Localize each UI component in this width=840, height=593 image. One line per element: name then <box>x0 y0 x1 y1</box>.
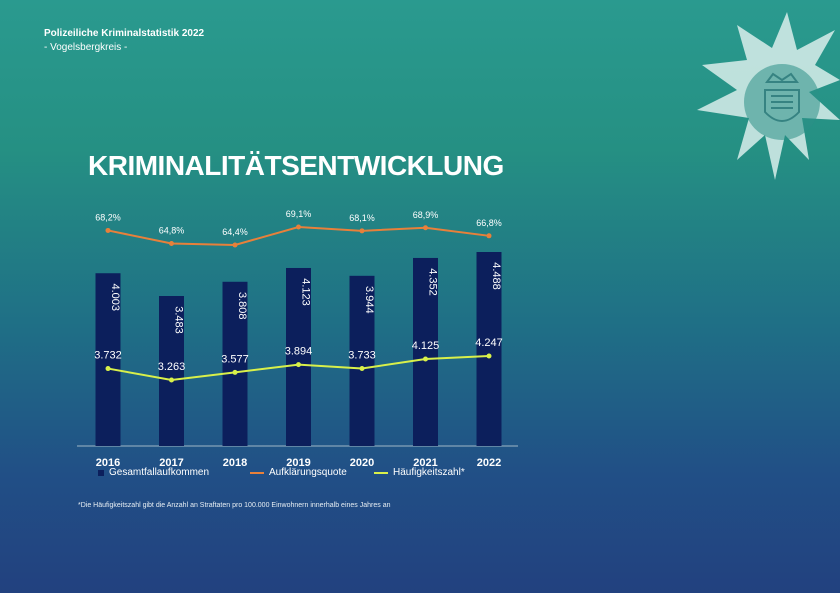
header-subtitle: - Vogelsbergkreis - <box>44 42 128 53</box>
aufklaerungsquote-point <box>105 227 111 233</box>
bar-value-label: 4.003 <box>109 283 121 311</box>
legend-swatch-orange-line <box>250 471 264 474</box>
haeufigkeitszahl-label: 3.894 <box>285 346 313 358</box>
bar <box>349 275 375 446</box>
x-tick-label: 2018 <box>223 457 247 469</box>
aufklaerungsquote-point <box>359 228 365 234</box>
police-star-emblem-icon <box>697 12 840 180</box>
legend-label-gesamtfallaufkommen: Gesamtfallaufkommen <box>109 467 210 478</box>
bar <box>222 281 248 446</box>
aufklaerungsquote-label: 68,2% <box>95 212 121 222</box>
bar <box>159 296 184 446</box>
aufklaerungsquote-point <box>232 242 238 248</box>
haeufigkeitszahl-label: 3.577 <box>221 353 249 365</box>
aufklaerungsquote-label: 64,4% <box>222 227 248 237</box>
bar-value-label: 4.123 <box>300 278 312 306</box>
aufklaerungsquote-label: 68,9% <box>413 210 439 220</box>
bar <box>95 273 121 446</box>
aufklaerungsquote-label: 69,1% <box>286 209 312 219</box>
page-title: KRIMINALITÄTSENTWICKLUNG <box>88 150 504 181</box>
x-tick-label: 2019 <box>286 457 310 469</box>
legend-item-aufklaerungsquote: Aufklärungsquote <box>250 467 347 478</box>
aufklaerungsquote-label: 64,8% <box>159 225 185 235</box>
aufklaerungsquote-label: 66,8% <box>476 218 502 228</box>
x-tick-label: 2022 <box>477 457 501 469</box>
header-title: Polizeiliche Kriminalstatistik 2022 <box>44 28 205 39</box>
chart-legend: Gesamtfallaufkommen Aufklärungsquote Häu… <box>98 467 498 483</box>
x-tick-label: 2021 <box>413 457 437 469</box>
legend-label-aufklaerungsquote: Aufklärungsquote <box>269 467 347 478</box>
haeufigkeitszahl-point <box>105 366 111 372</box>
haeufigkeitszahl-point <box>359 366 365 372</box>
bar <box>286 267 311 446</box>
legend-item-haeufigkeitszahl: Häufigkeitszahl* <box>374 467 465 478</box>
aufklaerungsquote-point <box>486 233 492 239</box>
legend-swatch-bar <box>98 469 104 476</box>
bar-value-label: 4.488 <box>490 262 502 290</box>
x-tick-label: 2016 <box>96 457 120 469</box>
haeufigkeitszahl-label: 3.732 <box>94 350 122 362</box>
haeufigkeitszahl-label: 3.733 <box>348 350 376 362</box>
bar <box>476 252 502 446</box>
bar-value-label: 3.483 <box>173 306 185 334</box>
haeufigkeitszahl-label: 4.125 <box>412 340 440 352</box>
legend-item-gesamtfallaufkommen: Gesamtfallaufkommen <box>98 467 209 478</box>
haeufigkeitszahl-label: 4.247 <box>475 337 503 349</box>
footnote: *Die Häufigkeitszahl gibt die Anzahl an … <box>78 502 391 509</box>
x-tick-label: 2020 <box>350 457 374 469</box>
aufklaerungsquote-point <box>423 225 428 231</box>
bar-value-label: 3.808 <box>236 292 248 320</box>
bar-value-label: 4.352 <box>427 268 439 296</box>
haeufigkeitszahl-point <box>486 353 492 359</box>
haeufigkeitszahl-label: 3.263 <box>158 361 186 373</box>
haeufigkeitszahl-point <box>296 362 301 368</box>
x-tick-label: 2017 <box>159 457 183 469</box>
legend-swatch-yellow-line <box>374 471 388 474</box>
bar-value-label: 3.944 <box>363 286 375 314</box>
aufklaerungsquote-label: 68,1% <box>349 213 375 223</box>
legend-label-haeufigkeitszahl: Häufigkeitszahl* <box>393 467 465 478</box>
haeufigkeitszahl-point <box>423 356 428 362</box>
bar <box>413 257 438 446</box>
aufklaerungsquote-point <box>169 240 174 246</box>
aufklaerungsquote-point <box>296 224 301 230</box>
haeufigkeitszahl-point <box>232 369 238 375</box>
header: Polizeiliche Kriminalstatistik 2022 - Vo… <box>44 27 204 55</box>
haeufigkeitszahl-point <box>169 377 174 383</box>
